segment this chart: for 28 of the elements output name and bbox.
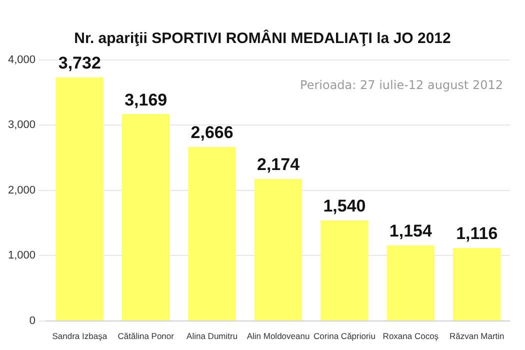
bar: [453, 248, 501, 320]
bar: [254, 179, 302, 320]
x-tick-label: Alin Moldoveanu: [246, 331, 310, 342]
y-tick-label: 2,000: [8, 184, 36, 196]
data-label: 1,154: [389, 222, 432, 241]
x-tick-label: Cătălina Ponor: [118, 331, 174, 342]
data-label: 1,116: [456, 224, 498, 244]
data-label: 2,666: [190, 123, 234, 142]
y-tick-label: 3,000: [8, 119, 36, 132]
data-label: 2,174: [256, 155, 300, 174]
chart-title: Nr. apariţii SPORTIVI ROMÂNI MEDALIAŢI la JO 2012: [73, 30, 452, 47]
x-tick-label: Sandra Izbaşa: [52, 331, 108, 342]
bar: [188, 146, 236, 320]
data-label: 3,732: [58, 54, 101, 73]
x-tick-label: Răzvan Martin: [449, 331, 505, 342]
bar: [320, 220, 368, 320]
bar: [122, 114, 170, 320]
y-tick-label: 0: [29, 314, 36, 327]
bar: [386, 246, 435, 320]
y-tick-label: 1,000: [8, 250, 36, 262]
annotation: Perioada: 27 iulie-12 august 2012: [300, 78, 503, 92]
x-tick-label: Corina Căprioriu: [314, 331, 376, 342]
x-tick-label: Roxana Cocoş: [382, 331, 439, 342]
bar: [56, 77, 104, 320]
y-tick-label: 4,000: [8, 54, 36, 66]
data-label: 1,540: [323, 196, 366, 216]
data-label: 3,169: [124, 90, 168, 110]
x-tick-label: Alina Dumitru: [186, 331, 238, 342]
